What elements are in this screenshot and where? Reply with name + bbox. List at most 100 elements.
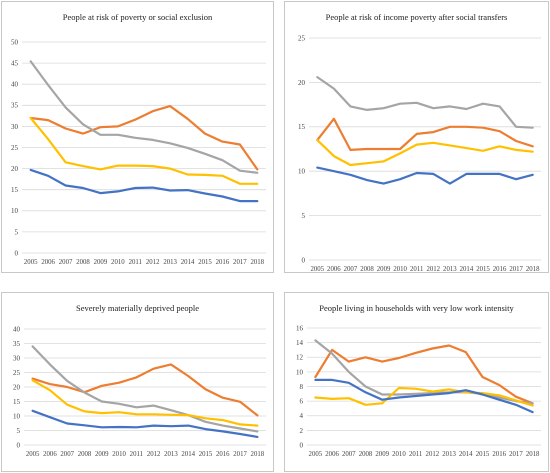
x-tick-label: 2010	[112, 451, 126, 458]
y-tick-label: 30	[11, 123, 19, 131]
x-tick-label: 2008	[78, 451, 92, 458]
series-line-0	[29, 104, 259, 171]
series-line-2	[314, 386, 534, 407]
x-tick-label: 2007	[60, 451, 74, 458]
y-tick-label: 15	[13, 398, 21, 406]
series-line-3	[316, 166, 534, 185]
x-tick-label: 2010	[392, 451, 406, 458]
x-tick-label: 2012	[426, 266, 440, 273]
x-tick-label: 2005	[309, 451, 323, 458]
x-tick-label: 2014	[181, 259, 195, 266]
y-tick-label: 10	[298, 168, 306, 176]
series-line-3	[314, 378, 534, 414]
x-tick-label: 2017	[509, 451, 523, 458]
x-tick-label: 2006	[41, 259, 55, 266]
x-tick-label: 2015	[199, 451, 213, 458]
x-tick-label: 2012	[146, 259, 160, 266]
x-tick-label: 2013	[443, 266, 457, 273]
chart-title: People at risk of poverty or social excl…	[62, 12, 213, 22]
series-line-0	[316, 117, 534, 151]
series-line-3	[29, 168, 259, 203]
x-tick-label: 2017	[509, 266, 523, 273]
x-tick-label: 2007	[59, 259, 73, 266]
y-tick-label: 20	[298, 79, 306, 87]
x-tick-label: 2006	[43, 451, 57, 458]
x-tick-label: 2018	[526, 266, 540, 273]
y-tick-label: 0	[17, 441, 21, 449]
y-tick-label: 20	[11, 165, 19, 173]
y-tick-label: 6	[300, 398, 304, 406]
y-tick-label: 10	[296, 368, 304, 376]
x-tick-label: 2013	[163, 259, 177, 266]
y-tick-label: 0	[15, 249, 19, 257]
x-tick-label: 2005	[26, 451, 40, 458]
y-tick-label: 20	[13, 383, 21, 391]
y-tick-label: 25	[298, 34, 306, 42]
y-tick-label: 4	[300, 412, 304, 420]
x-tick-label: 2011	[409, 451, 422, 458]
x-tick-label: 2009	[95, 451, 109, 458]
chart-plot: 0 5 10 15 20 25 30 35 40 45 50 2005 2006 2007 2008 2009…	[11, 38, 266, 266]
series-line-2	[31, 379, 259, 427]
x-tick-label: 2012	[426, 451, 440, 458]
chart-title: People at risk of income poverty after s…	[325, 12, 508, 22]
x-tick-label: 2017	[233, 451, 247, 458]
series-line-1	[316, 75, 534, 129]
series-line-3	[31, 409, 259, 438]
chart-title: Severely materially deprived people	[76, 303, 199, 313]
x-tick-label: 2007	[342, 451, 356, 458]
y-tick-label: 12	[296, 354, 304, 362]
x-tick-label: 2009	[375, 451, 389, 458]
x-tick-label: 2007	[344, 266, 358, 273]
chart-plot: 0 5 10 15 20 25 30 35 40 2005 2006 2007 2008 2009 2010…	[13, 325, 266, 458]
x-tick-label: 2017	[233, 259, 247, 266]
y-tick-label: 15	[11, 186, 19, 194]
y-tick-label: 35	[13, 340, 21, 348]
chart-panel-low-work-intensity: People living in households with very lo…	[284, 292, 549, 472]
series-line-1	[314, 339, 534, 405]
y-tick-label: 45	[11, 60, 19, 68]
x-tick-label: 2015	[198, 259, 212, 266]
y-tick-label: 40	[13, 325, 21, 333]
chart-panel-income-poverty: People at risk of income poverty after s…	[284, 1, 549, 273]
y-tick-label: 5	[15, 228, 19, 236]
x-tick-label: 2016	[493, 266, 507, 273]
y-tick-label: 5	[302, 212, 306, 220]
x-tick-label: 2015	[476, 451, 490, 458]
y-tick-label: 30	[13, 354, 21, 362]
x-tick-label: 2010	[111, 259, 125, 266]
y-tick-label: 10	[13, 412, 21, 420]
y-tick-label: 16	[296, 324, 304, 332]
y-tick-label: 25	[11, 144, 19, 152]
x-tick-label: 2018	[250, 259, 264, 266]
series-line-2	[29, 116, 259, 185]
x-tick-label: 2016	[216, 451, 230, 458]
x-tick-label: 2005	[310, 266, 324, 273]
y-tick-label: 5	[17, 427, 21, 435]
y-tick-label: 0	[300, 441, 304, 449]
y-tick-label: 14	[296, 339, 304, 347]
x-tick-label: 2008	[76, 259, 90, 266]
y-tick-label: 0	[302, 256, 306, 264]
chart-title: People living in households with very lo…	[319, 303, 514, 313]
x-tick-label: 2013	[442, 451, 456, 458]
y-tick-label: 40	[11, 81, 19, 89]
y-tick-label: 8	[300, 383, 304, 391]
series-line-2	[316, 139, 534, 167]
x-tick-label: 2006	[327, 266, 341, 273]
x-tick-label: 2009	[94, 259, 108, 266]
x-tick-label: 2018	[526, 451, 540, 458]
y-tick-label: 15	[298, 123, 306, 131]
chart-panel-poverty-social-exclusion: People at risk of poverty or social excl…	[1, 1, 274, 273]
y-tick-label: 2	[300, 427, 304, 435]
x-tick-label: 2015	[476, 266, 490, 273]
x-tick-label: 2016	[492, 451, 506, 458]
series-line-1	[31, 345, 259, 433]
y-tick-label: 35	[11, 102, 19, 110]
x-tick-label: 2014	[460, 266, 474, 273]
x-tick-label: 2014	[459, 451, 473, 458]
x-tick-label: 2016	[216, 259, 230, 266]
x-tick-label: 2009	[377, 266, 391, 273]
